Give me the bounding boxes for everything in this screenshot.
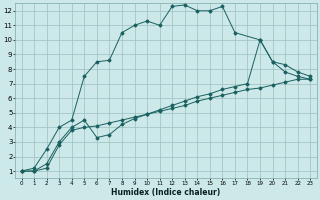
X-axis label: Humidex (Indice chaleur): Humidex (Indice chaleur) <box>111 188 220 197</box>
